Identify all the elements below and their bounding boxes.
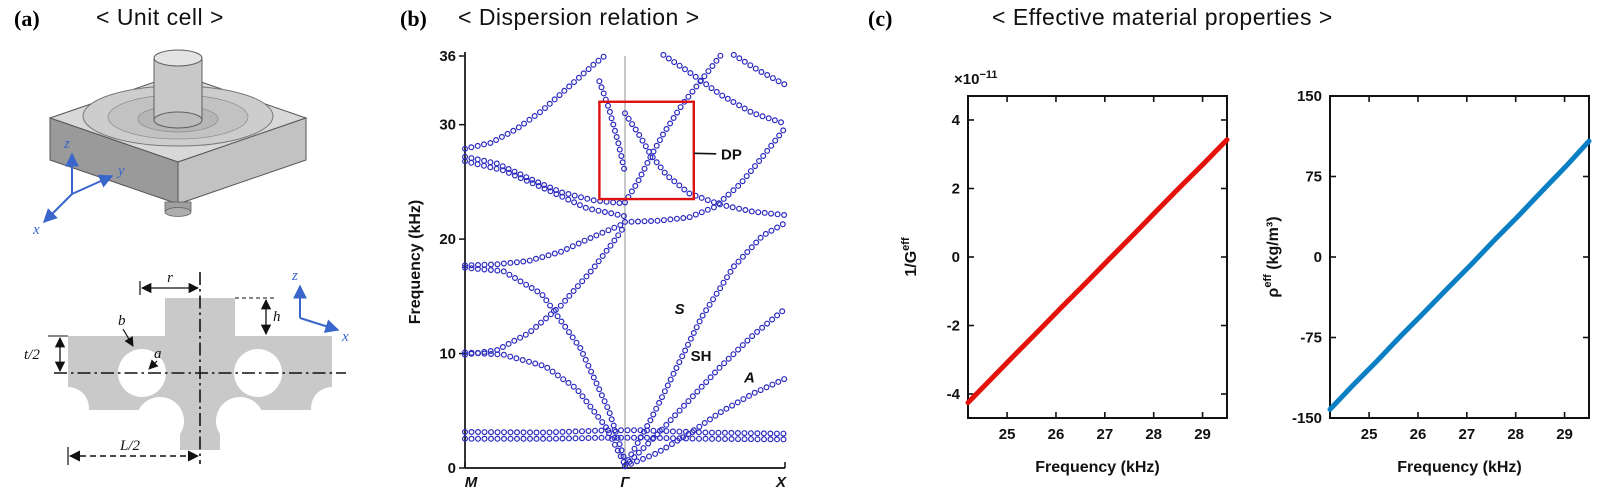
svg-text:Frequency (kHz): Frequency (kHz) bbox=[1397, 459, 1521, 476]
unit-cell-3d: z y x bbox=[32, 49, 308, 238]
dispersion-annotations: DP S SH A bbox=[675, 146, 755, 386]
svg-text:Frequency (kHz): Frequency (kHz) bbox=[407, 200, 424, 324]
svg-text:25: 25 bbox=[999, 426, 1016, 443]
svg-text:29: 29 bbox=[1556, 426, 1573, 443]
svg-text:30: 30 bbox=[439, 117, 456, 134]
svg-text:25: 25 bbox=[1361, 426, 1378, 443]
bottom-stub-cylinder bbox=[164, 201, 192, 217]
svg-text:S: S bbox=[675, 301, 685, 318]
svg-text:150: 150 bbox=[1297, 88, 1322, 105]
dim-b: b bbox=[118, 313, 134, 347]
dim-h: h bbox=[235, 297, 281, 336]
svg-text:0: 0 bbox=[448, 460, 456, 477]
svg-text:-75: -75 bbox=[1300, 330, 1322, 347]
axis-x-label-3d: x bbox=[32, 222, 40, 238]
center-cylinder bbox=[153, 49, 203, 129]
panel-c-title: < Effective material properties > bbox=[992, 4, 1333, 30]
svg-text:-150: -150 bbox=[1292, 410, 1322, 427]
axis-z-label-2d: z bbox=[291, 268, 298, 284]
svg-text:28: 28 bbox=[1145, 426, 1162, 443]
dim-h-label: h bbox=[273, 309, 281, 325]
dim-a: a bbox=[148, 346, 162, 370]
svg-text:20: 20 bbox=[439, 231, 456, 248]
svg-text:10: 10 bbox=[439, 346, 456, 363]
data-line bbox=[965, 137, 1230, 406]
svg-text:27: 27 bbox=[1458, 426, 1475, 443]
svg-text:36: 36 bbox=[439, 48, 456, 65]
svg-text:0: 0 bbox=[952, 249, 960, 266]
svg-text:75: 75 bbox=[1305, 169, 1322, 186]
effective-density-plot: 25 26 27 28 29 -150 -75 0 75 150 Frequency (kHz) ρe… bbox=[1262, 88, 1592, 476]
inverse-shear-modulus-plot: 25 26 27 28 29 -4 -2 0 2 4 Frequency (kHz) 1/Geff ×1… bbox=[900, 69, 1230, 476]
svg-text:4: 4 bbox=[952, 112, 961, 129]
svg-text:28: 28 bbox=[1507, 426, 1524, 443]
panel-b-label: (b) bbox=[400, 6, 427, 31]
svg-text:ρeff (kg/m³): ρeff (kg/m³) bbox=[1262, 216, 1282, 297]
plot-axes: 25 26 27 28 29 -150 -75 0 75 150 Frequency (kHz) ρe… bbox=[1262, 88, 1590, 476]
svg-text:26: 26 bbox=[1410, 426, 1427, 443]
dim-b-label: b bbox=[118, 313, 126, 329]
axis-y-label-3d: y bbox=[116, 163, 125, 179]
svg-text:Frequency (kHz): Frequency (kHz) bbox=[1035, 459, 1159, 476]
axis-triad-3d bbox=[43, 152, 114, 223]
svg-text:29: 29 bbox=[1194, 426, 1211, 443]
svg-text:0: 0 bbox=[1314, 249, 1322, 266]
dim-a-label: a bbox=[154, 346, 162, 362]
svg-text:×10−11: ×10−11 bbox=[954, 69, 998, 88]
dirac-point-highlight-box bbox=[598, 100, 695, 201]
axis-z-label-3d: z bbox=[63, 136, 70, 152]
svg-text:X: X bbox=[775, 474, 787, 491]
panel-c-label: (c) bbox=[868, 6, 893, 31]
plot-axes: 25 26 27 28 29 -4 -2 0 2 4 Frequency (kHz) 1/Geff ×1… bbox=[900, 69, 1228, 476]
dim-t-half: t/2 bbox=[24, 335, 68, 373]
svg-text:26: 26 bbox=[1048, 426, 1065, 443]
svg-text:M: M bbox=[465, 474, 478, 491]
data-line bbox=[1327, 138, 1592, 412]
unit-cell-cross-section: r b a h t/2 L/2 z x bbox=[24, 268, 353, 465]
dispersion-plot: 0 10 20 30 36 M Γ X Frequency (kHz) DP S SH A bbox=[407, 48, 788, 491]
svg-text:27: 27 bbox=[1096, 426, 1113, 443]
svg-text:-4: -4 bbox=[947, 386, 961, 403]
svg-text:SH: SH bbox=[691, 348, 712, 365]
axis-pair-2d bbox=[293, 284, 340, 333]
panel-b-title: < Dispersion relation > bbox=[458, 4, 700, 30]
center-lines bbox=[54, 272, 346, 464]
panel-a-label: (a) bbox=[14, 6, 40, 31]
svg-text:Γ: Γ bbox=[620, 474, 630, 491]
dim-r-label: r bbox=[167, 270, 173, 286]
svg-text:DP: DP bbox=[721, 146, 742, 163]
dim-r: r bbox=[139, 270, 200, 295]
svg-text:1/Geff: 1/Geff bbox=[900, 237, 920, 277]
dim-L-half-label: L/2 bbox=[119, 438, 141, 454]
axis-x-label-2d: x bbox=[341, 329, 349, 345]
dim-t-half-label: t/2 bbox=[24, 347, 40, 363]
svg-text:A: A bbox=[743, 370, 755, 387]
dim-L-half: L/2 bbox=[67, 438, 200, 465]
svg-text:2: 2 bbox=[952, 180, 960, 197]
svg-text:-2: -2 bbox=[947, 318, 960, 335]
panel-a-title: < Unit cell > bbox=[96, 4, 224, 30]
